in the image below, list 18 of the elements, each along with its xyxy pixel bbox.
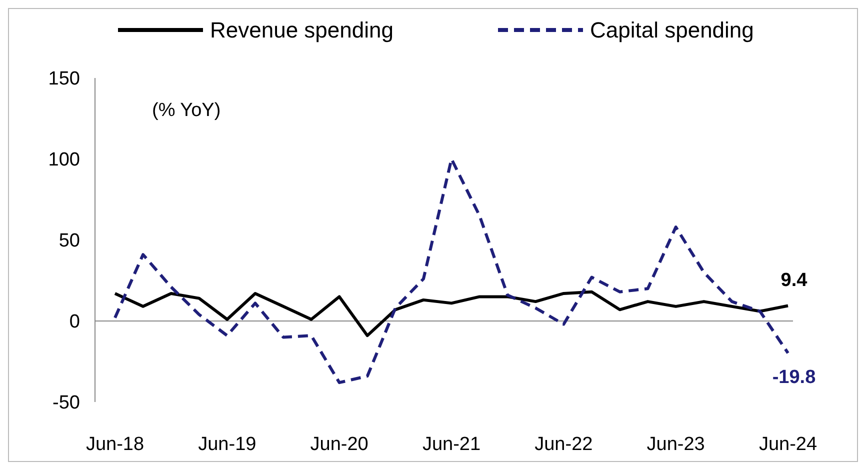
x-tick-label: Jun-18 xyxy=(86,434,144,455)
y-axis-title: (% YoY) xyxy=(152,100,221,121)
y-tick-label: -50 xyxy=(52,392,80,414)
x-tick-label: Jun-19 xyxy=(198,434,256,455)
y-tick-label: 0 xyxy=(69,312,80,333)
x-tick-label: Jun-21 xyxy=(422,434,481,455)
annotation: 9.4 xyxy=(780,270,808,291)
y-tick-label: 150 xyxy=(48,68,80,90)
legend-label: Capital spending xyxy=(590,18,754,43)
x-tick-label: Jun-23 xyxy=(646,434,705,455)
x-tick-label: Jun-24 xyxy=(758,434,818,455)
line-series xyxy=(114,290,790,338)
y-tick-label: 50 xyxy=(58,230,80,252)
annotation: -19.8 xyxy=(772,367,816,388)
legend-label: Revenue spending xyxy=(210,18,394,43)
x-tick-label: Jun-20 xyxy=(310,434,368,455)
y-tick-label: 100 xyxy=(48,150,80,171)
x-tick-label: Jun-22 xyxy=(534,434,593,455)
